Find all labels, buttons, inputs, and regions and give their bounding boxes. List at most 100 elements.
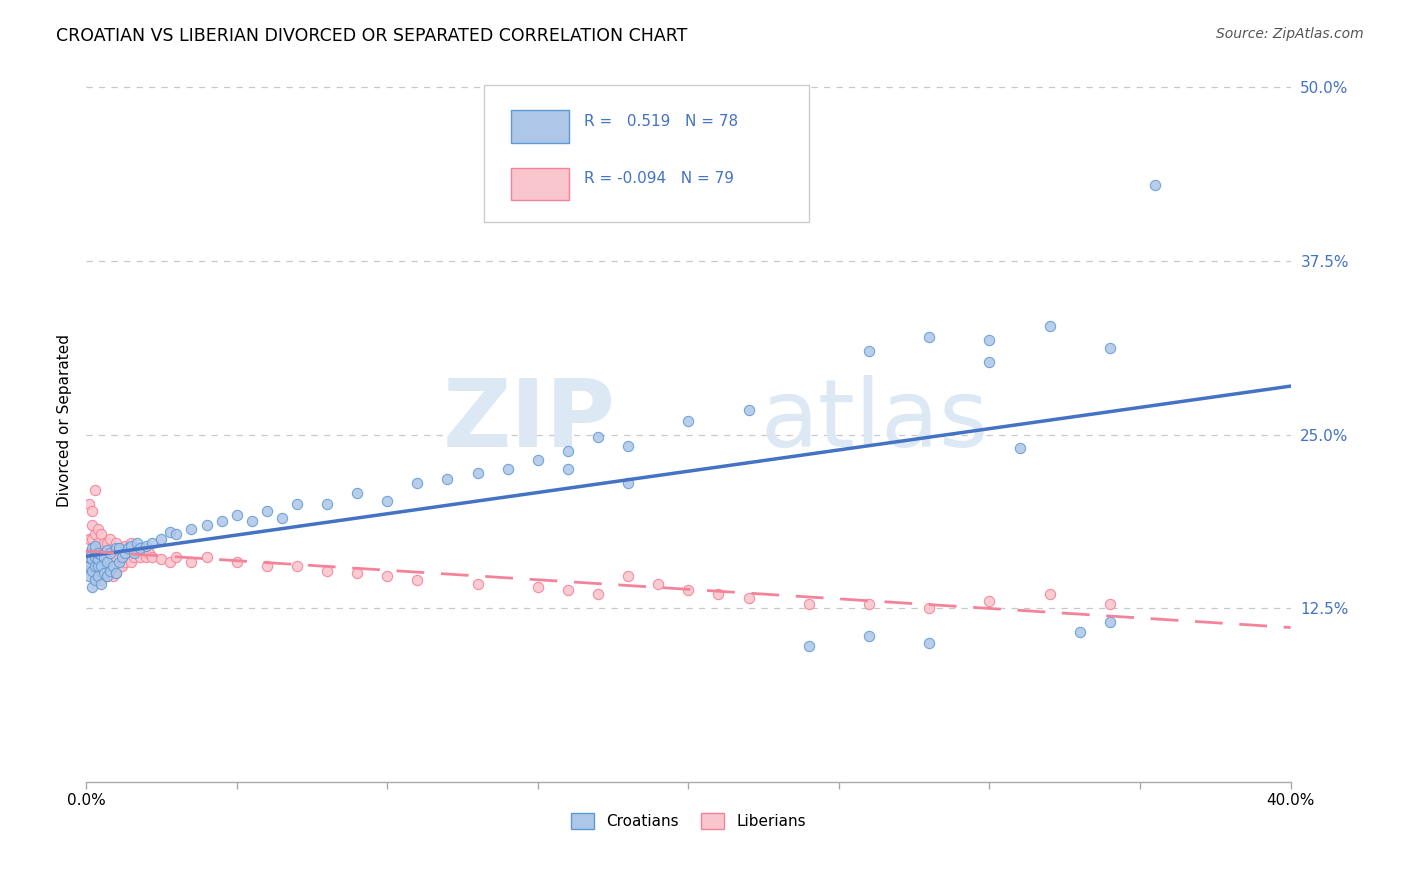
Point bbox=[87, 545, 110, 559]
Point bbox=[979, 333, 1001, 347]
Point bbox=[557, 462, 579, 476]
Point bbox=[918, 636, 941, 650]
Point bbox=[159, 524, 181, 539]
Point bbox=[122, 545, 145, 559]
Point bbox=[737, 591, 759, 606]
Point bbox=[96, 569, 118, 583]
Point bbox=[135, 549, 157, 564]
Point bbox=[797, 597, 820, 611]
Point bbox=[105, 541, 128, 556]
Point bbox=[406, 476, 429, 491]
Point bbox=[1069, 624, 1091, 639]
Point bbox=[96, 552, 118, 566]
Point bbox=[80, 532, 103, 546]
Point bbox=[375, 569, 398, 583]
Point bbox=[84, 539, 107, 553]
Y-axis label: Divorced or Separated: Divorced or Separated bbox=[58, 334, 72, 508]
Point bbox=[77, 545, 100, 559]
Point bbox=[111, 549, 134, 564]
Point bbox=[1144, 178, 1167, 192]
Point bbox=[256, 504, 278, 518]
Point bbox=[80, 517, 103, 532]
Point bbox=[80, 545, 103, 559]
Point bbox=[93, 549, 115, 564]
Point bbox=[84, 574, 107, 588]
Point bbox=[117, 549, 139, 564]
Point bbox=[84, 555, 107, 569]
Point bbox=[90, 549, 112, 563]
Point bbox=[270, 511, 292, 525]
Point bbox=[127, 536, 149, 550]
Text: CROATIAN VS LIBERIAN DIVORCED OR SEPARATED CORRELATION CHART: CROATIAN VS LIBERIAN DIVORCED OR SEPARAT… bbox=[56, 27, 688, 45]
Point bbox=[77, 532, 100, 546]
Point bbox=[737, 402, 759, 417]
Point bbox=[120, 536, 142, 550]
Point bbox=[979, 355, 1001, 369]
FancyBboxPatch shape bbox=[512, 111, 569, 143]
Point bbox=[84, 527, 107, 541]
Point bbox=[87, 522, 110, 536]
Point bbox=[647, 577, 669, 591]
Point bbox=[114, 555, 136, 569]
Point bbox=[90, 527, 112, 541]
Point bbox=[180, 522, 202, 536]
Point bbox=[111, 559, 134, 574]
Point bbox=[114, 539, 136, 553]
Point bbox=[80, 580, 103, 594]
Point bbox=[467, 467, 489, 481]
Point bbox=[346, 566, 368, 581]
Point bbox=[77, 569, 100, 583]
Point bbox=[84, 569, 107, 583]
Point bbox=[132, 541, 155, 556]
Point bbox=[180, 555, 202, 569]
Point bbox=[87, 552, 110, 566]
Point bbox=[108, 542, 131, 557]
Point bbox=[98, 532, 121, 546]
Point bbox=[979, 594, 1001, 608]
Point bbox=[105, 549, 128, 564]
Point bbox=[80, 564, 103, 578]
Point bbox=[526, 580, 548, 594]
Point bbox=[84, 541, 107, 556]
Point bbox=[80, 559, 103, 574]
Point bbox=[707, 587, 730, 601]
Point bbox=[586, 430, 609, 444]
Point bbox=[114, 545, 136, 559]
Point bbox=[617, 439, 640, 453]
Point bbox=[90, 559, 112, 574]
Point bbox=[90, 574, 112, 588]
Point bbox=[240, 514, 263, 528]
Point bbox=[101, 559, 124, 574]
Point bbox=[108, 541, 131, 556]
Point bbox=[159, 555, 181, 569]
Point bbox=[1098, 597, 1121, 611]
Point bbox=[87, 569, 110, 583]
Point bbox=[77, 549, 100, 564]
Point bbox=[195, 517, 218, 532]
Point bbox=[316, 497, 339, 511]
Point bbox=[225, 555, 247, 569]
Point bbox=[526, 452, 548, 467]
Point bbox=[617, 476, 640, 491]
Point bbox=[150, 532, 173, 546]
Point bbox=[557, 582, 579, 597]
FancyBboxPatch shape bbox=[512, 168, 569, 200]
Point bbox=[122, 549, 145, 564]
Point bbox=[211, 514, 233, 528]
Point bbox=[105, 566, 128, 581]
Point bbox=[138, 545, 160, 559]
Point bbox=[858, 629, 880, 643]
Text: Source: ZipAtlas.com: Source: ZipAtlas.com bbox=[1216, 27, 1364, 41]
Point bbox=[98, 564, 121, 578]
Point bbox=[77, 559, 100, 574]
Point bbox=[586, 587, 609, 601]
Point bbox=[96, 536, 118, 550]
Point bbox=[127, 545, 149, 559]
Point bbox=[496, 462, 519, 476]
Point bbox=[678, 414, 700, 428]
Point bbox=[141, 536, 163, 550]
Point bbox=[120, 539, 142, 553]
Point bbox=[87, 536, 110, 550]
Point bbox=[93, 566, 115, 581]
Point bbox=[105, 536, 128, 550]
